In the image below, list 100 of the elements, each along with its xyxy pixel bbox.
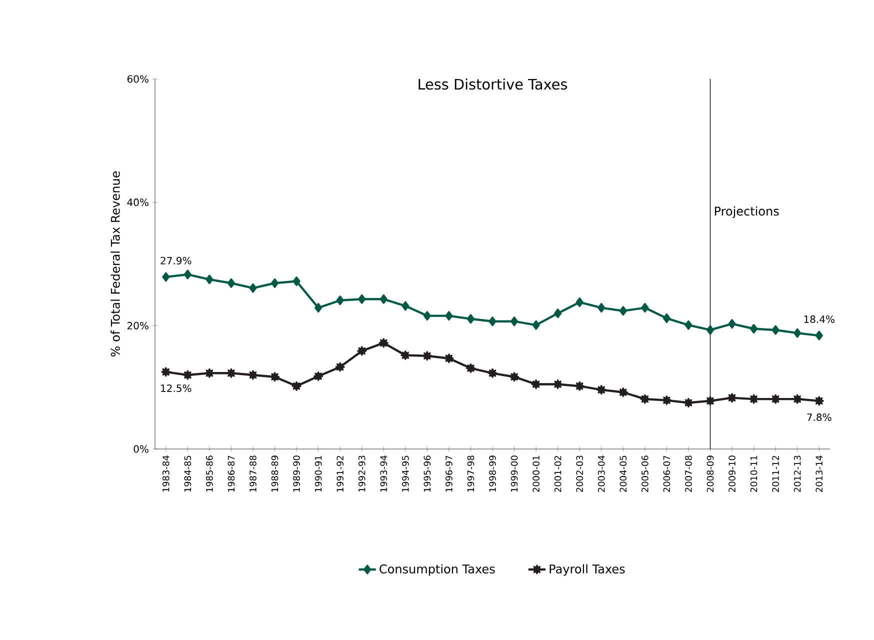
point (750, 324, 758, 334)
point (357, 346, 367, 356)
point (488, 316, 496, 326)
x-tick-label: 1998-99 (489, 456, 496, 492)
x-tick-label: 1987-88 (250, 456, 256, 492)
annotation: 12.5% (161, 384, 192, 392)
x-tick-label: 1993-94 (380, 456, 388, 492)
annotation: 27.9% (160, 256, 192, 264)
x-tick-label: 1988-89 (271, 456, 278, 492)
point (488, 368, 498, 378)
point (574, 381, 584, 391)
point (444, 354, 454, 364)
point (728, 319, 736, 329)
point (184, 270, 192, 280)
x-tick-label: 1990-91 (314, 456, 322, 492)
point (772, 325, 780, 335)
x-tick-label: 2009-10 (728, 456, 736, 492)
point (727, 393, 737, 403)
point (684, 398, 694, 408)
point (749, 394, 759, 404)
point (204, 368, 214, 378)
x-tick-label: 1999-00 (510, 456, 518, 492)
point (248, 370, 258, 380)
x-tick-label: 2002-03 (576, 456, 584, 492)
point (422, 351, 432, 361)
y-tick-label: 60% (127, 75, 148, 83)
point (662, 313, 671, 324)
x-tick-label: 2008-09 (706, 456, 714, 492)
point (794, 328, 802, 338)
point (792, 394, 802, 404)
point (553, 379, 563, 390)
point (270, 278, 279, 288)
x-tick-label: 1997-98 (467, 456, 474, 492)
annotation: 18.4% (804, 315, 834, 323)
legend-label: Payroll Taxes (550, 564, 625, 576)
point (510, 316, 518, 326)
y-axis-title: % of Total Federal Tax Revenue (110, 171, 120, 357)
point (270, 372, 280, 382)
point (705, 396, 716, 406)
point (358, 294, 366, 304)
point (249, 283, 257, 293)
point (598, 302, 606, 313)
point (466, 363, 476, 374)
x-tick-label: 1989-90 (293, 456, 300, 492)
x-tick-label: 2007-08 (685, 456, 692, 492)
x-tick-label: 2003-04 (598, 456, 605, 492)
point (662, 395, 672, 406)
annotation: 7.8% (807, 413, 832, 421)
point (641, 302, 649, 313)
point (576, 297, 584, 308)
x-tick-label: 1992-93 (358, 456, 366, 492)
x-tick-label: 2000-01 (532, 456, 540, 492)
point (335, 362, 345, 372)
point (423, 311, 431, 321)
x-tick-label: 2005-06 (642, 456, 648, 492)
x-tick-label: 2013-14 (816, 456, 823, 492)
point (640, 394, 650, 404)
point (161, 367, 171, 377)
x-tick-label: 2011-12 (772, 456, 779, 492)
x-tick-label: 1994-95 (402, 456, 409, 492)
point (162, 272, 170, 282)
point (706, 325, 714, 335)
x-tick-label: 1995-96 (424, 456, 431, 492)
point (814, 396, 824, 406)
point (554, 308, 562, 318)
point (336, 296, 344, 306)
y-tick-label: 20% (127, 322, 148, 330)
ref-line-label: Projections (714, 206, 779, 218)
point (532, 320, 540, 330)
y-tick-label: 40% (127, 198, 148, 206)
point (509, 372, 520, 382)
point (531, 379, 541, 390)
x-tick-label: 2012-13 (794, 456, 801, 492)
point (227, 278, 236, 288)
y-tick-label: 0% (134, 445, 148, 453)
x-tick-label: 1991-92 (336, 456, 344, 492)
x-tick-label: 1984-85 (184, 456, 192, 492)
point (314, 302, 322, 313)
point (619, 306, 627, 316)
point (314, 371, 324, 382)
point (815, 330, 823, 340)
point (684, 320, 692, 330)
x-tick-label: 2004-05 (620, 456, 627, 492)
legend-label: Consumption Taxes (380, 564, 495, 576)
point (596, 385, 606, 395)
point (206, 274, 214, 284)
x-tick-label: 2001-02 (554, 456, 562, 492)
x-tick-label: 1985-86 (206, 456, 213, 492)
point (378, 338, 388, 348)
chart-title: Less Distortive Taxes (418, 78, 568, 90)
point (380, 294, 388, 304)
point (402, 301, 410, 311)
point (292, 276, 300, 286)
point (618, 387, 628, 398)
point (292, 381, 302, 391)
point (770, 394, 780, 404)
x-tick-label: 2010-11 (750, 456, 758, 492)
point (400, 350, 410, 360)
x-tick-label: 1996-97 (446, 456, 452, 492)
x-tick-label: 1986-87 (228, 456, 235, 492)
